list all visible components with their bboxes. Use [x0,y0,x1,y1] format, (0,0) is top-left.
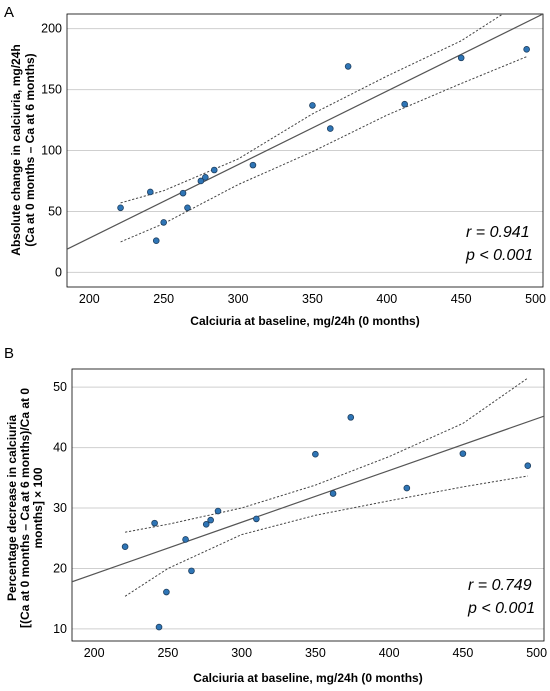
panel-b: B 10 20 30 40 50 200 250 300 350 400 450 500 Calciu… [4,345,547,685]
panel-b-x-axis-title: Calciuria at baseline, mg/24h (0 months) [193,671,422,685]
panel-a: A 0 50 100 150 200 200 250 300 350 400 450 500 Calc… [4,4,546,328]
panel-a-r-value: r = 0.941 [466,224,530,241]
panel-b-data-point [347,414,355,421]
panel-b-letter: B [4,345,14,362]
panel-b-data-point [151,519,158,527]
panel-a-data-point [117,204,124,212]
panel-b-x-tick-label: 350 [305,646,326,660]
panel-a-data-point [202,174,209,181]
panel-b-ci-lower-line [124,475,528,597]
panel-a-data-point [457,54,465,62]
panel-a-y-tick-label: 50 [48,204,62,218]
panel-a-data-point [344,63,352,70]
panel-b-x-tick-label: 500 [526,646,547,660]
panel-a-x-axis-title: Calciuria at baseline, mg/24h (0 months) [190,314,419,328]
panel-b-x-tick-label: 300 [231,646,252,660]
panel-b-data-point [207,516,214,524]
panel-a-y-tick-label: 150 [41,83,62,97]
panel-b-x-tick-label: 250 [157,646,178,660]
panel-a-data-point [210,166,218,174]
panel-b-data-point [188,567,195,575]
panel-b-ci-upper-line [125,377,529,533]
panel-b-data-point [121,543,129,551]
panel-b-r-value: r = 0.749 [468,577,532,594]
panel-b-y-axis-title-line-3: months] × 100 [31,467,45,548]
panel-b-data-point [155,623,163,631]
panel-b-data-point [253,515,260,523]
panel-b-y-tick-label: 40 [53,441,67,455]
panel-a-data-point [523,46,530,53]
panel-b-x-tick-label: 400 [379,646,400,660]
panel-b-y-tick-label: 50 [53,380,67,394]
panel-b-data-point [329,490,337,497]
panel-a-data-point [184,204,191,212]
panel-b-data-point [403,484,411,492]
panel-b-data-point [214,507,222,515]
panel-b-y-axis-title-line-1: Percentage decrease in calciuria [5,415,19,601]
panel-b-x-tick-label: 450 [452,646,473,660]
panel-b-data-point [163,588,170,596]
panel-b-y-axis-title-line-2: [(Ca at 0 months – Ca at 6 months)/Ca at… [18,388,32,628]
panel-b-y-tick-label: 30 [53,501,67,515]
panel-b-data-point [182,536,189,543]
panel-a-data-point [152,237,160,244]
panel-b-y-tick-label: 10 [53,622,67,636]
panel-a-letter: A [4,4,14,21]
panel-a-x-tick-label: 500 [525,292,546,306]
panel-a-data-point [401,100,408,108]
panel-a-plot-area: 0 50 100 150 200 200 250 300 350 400 450 500 [41,13,546,306]
panel-a-y-axis-title: Absolute change in calciuria, mg/24h (Ca… [9,44,37,255]
panel-a-p-value: p < 0.001 [465,247,533,264]
panel-b-plot-area: 10 20 30 40 50 200 250 300 350 400 450 500 [53,368,547,660]
panel-a-y-axis-title-line-1: Absolute change in calciuria, mg/24h [9,44,23,255]
panel-a-y-tick-label: 0 [55,265,62,279]
panel-a-x-tick-label: 200 [79,292,100,306]
panel-a-x-tick-label: 300 [228,292,249,306]
panel-a-fit-line [67,14,543,250]
panel-b-data-point [459,450,467,457]
panel-a-data-point [197,177,205,185]
panel-a-data-point [326,125,334,132]
panel-a-x-tick-label: 250 [153,292,174,306]
panel-a-y-tick-label: 200 [41,22,62,36]
panel-b-data-point [312,450,319,458]
panel-a-ci-lower-line [120,56,527,243]
panel-b-fit-line [72,415,544,583]
panel-a-ci-upper-line [120,14,504,204]
panel-a-x-tick-label: 400 [376,292,397,306]
panel-b-data-point [202,521,210,528]
panel-b-data-point [524,462,532,470]
panel-a-x-tick-label: 450 [451,292,472,306]
panel-b-p-value: p < 0.001 [467,600,535,617]
panel-a-data-point [179,189,187,197]
panel-a-y-axis-title-line-2: (Ca at 0 months – Ca at 6 months) [23,53,37,246]
panel-b-y-axis-title: Percentage decrease in calciuria [(Ca at… [5,388,45,628]
panel-a-y-tick-label: 100 [41,144,62,158]
panel-a-data-point [309,102,316,109]
panel-a-x-tick-label: 350 [302,292,323,306]
panel-b-y-tick-label: 20 [53,561,67,575]
panel-a-data-point [249,161,257,169]
panel-a-data-point [160,219,167,226]
panel-a-data-point [147,188,154,196]
panel-b-frame [71,368,545,642]
panel-b-x-tick-label: 200 [84,646,105,660]
panel-a-frame [66,13,544,288]
